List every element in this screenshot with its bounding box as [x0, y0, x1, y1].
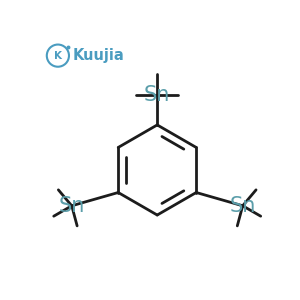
Text: Sn: Sn — [230, 196, 256, 216]
Text: K: K — [54, 51, 62, 61]
Text: Kuujia: Kuujia — [72, 48, 124, 63]
Text: Sn: Sn — [144, 85, 170, 105]
Text: Sn: Sn — [58, 196, 85, 216]
